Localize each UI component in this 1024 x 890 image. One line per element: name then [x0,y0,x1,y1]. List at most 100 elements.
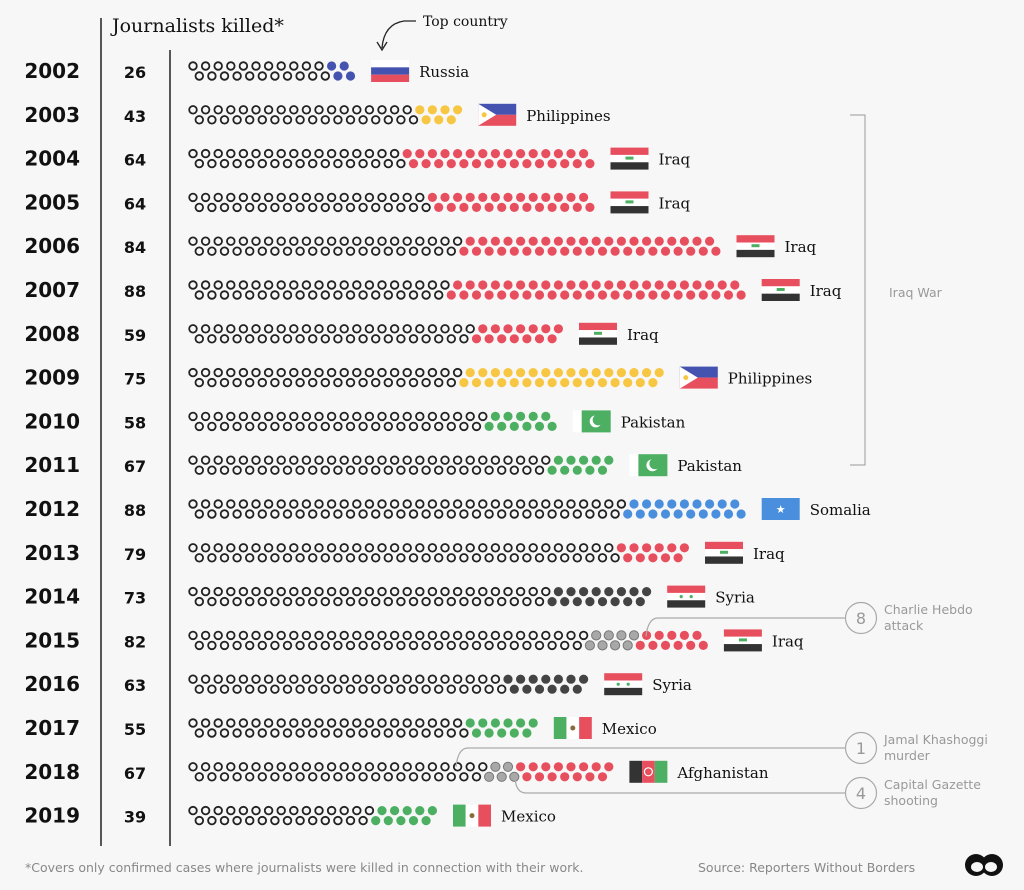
other-country-dot [270,815,280,826]
other-country-dot [238,192,249,203]
other-country-dot [352,280,362,290]
other-country-dot [194,640,204,651]
other-country-dot [270,158,280,169]
top-country-dot [730,280,740,290]
other-country-dot [289,367,299,378]
other-country-dot [497,553,507,563]
other-country-dot [478,674,488,684]
top-country-dot [528,236,538,246]
other-country-dot [207,246,217,256]
other-country-dot [207,509,217,519]
top-country-dot [660,553,671,563]
other-country-dot [289,543,299,553]
other-country-dot [232,509,242,519]
other-country-dot [308,596,318,607]
other-country-dot [452,630,463,641]
other-country-dot [251,236,261,246]
top-country-name: Iraq [659,194,691,212]
other-country-dot [238,805,249,816]
top-country-dot [503,280,513,290]
top-country-dot [673,553,683,563]
other-country-dot [389,105,400,115]
top-country-dot [629,587,639,597]
other-country-dot [270,596,280,607]
other-country-dot [440,236,450,246]
other-country-dot [219,684,230,694]
top-country-dot [648,378,658,388]
top-country-name: Syria [715,589,755,607]
top-country-dot [667,236,677,246]
top-country-dot [597,465,608,475]
other-country-dot [213,148,223,159]
other-country-dot [572,640,582,651]
other-country-dot [238,148,249,159]
other-country-dot [566,630,576,641]
top-country-dot [465,368,475,378]
other-country-dot [194,290,204,300]
top-country-dot [516,149,526,159]
other-country-dot [314,762,324,772]
year-label: 2014 [24,585,80,609]
other-country-dot [364,762,375,772]
other-country-dot [226,148,236,159]
year-label: 2013 [24,541,80,565]
other-country-dot [345,596,356,607]
top-country-name: Iraq [772,632,804,650]
other-country-dot [421,290,431,300]
other-country-dot [446,246,456,256]
other-country-dot [295,202,305,213]
other-country-dot [345,158,356,169]
other-country-dot [371,509,381,519]
other-country-dot [383,158,393,169]
top-country-dot [579,587,589,597]
other-country-dot [421,509,431,519]
other-country-dot [339,105,349,115]
other-country-dot [194,596,204,607]
year-label: 2016 [24,672,80,696]
other-country-dot [213,805,223,816]
top-country-dot [497,290,507,300]
top-country-dot [597,290,608,300]
other-country-dot [408,596,419,607]
top-country-name: Iraq [753,545,785,563]
top-country-dot [585,378,595,388]
total-killed-value: 67 [124,764,146,783]
other-country-dot [282,684,293,694]
other-country-dot [421,640,431,651]
top-country-name: Pakistan [677,457,742,475]
other-country-dot [465,543,475,553]
other-country-dot [377,586,387,597]
other-country-dot [320,115,330,125]
other-country-dot [320,246,330,256]
other-country-dot [244,334,255,344]
other-country-dot [434,377,444,388]
top-country-dot [679,630,690,641]
top-country-dot [547,772,557,782]
top-country-name: Iraq [627,326,659,344]
other-country-dot [446,728,456,738]
other-country-dot [345,772,356,782]
other-country-dot [541,630,551,641]
other-country-dot [219,640,230,651]
other-country-dot [282,640,293,651]
other-country-dot [219,509,230,519]
other-country-dot [440,411,450,422]
top-country-dot [509,334,519,344]
top-country-dot [440,192,450,202]
other-country-dot [301,280,312,290]
other-country-dot [452,236,463,246]
other-country-dot [295,334,305,344]
top-country-dot [553,280,564,290]
other-country-dot [490,455,501,465]
other-country-dot [421,334,431,344]
other-country-dot [282,71,293,81]
other-country-dot [446,640,456,651]
other-country-dot [389,543,400,553]
other-country-dot [408,640,419,651]
other-country-dot [547,553,557,563]
other-country-dot [219,596,230,607]
other-country-dot [295,596,305,607]
other-country-dot [257,728,267,738]
top-country-dot [635,553,645,563]
